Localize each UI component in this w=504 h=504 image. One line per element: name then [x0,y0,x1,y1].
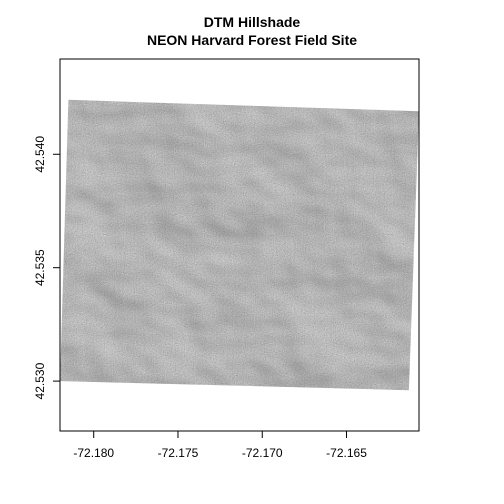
x-tick-label: -72.175 [158,446,199,460]
x-tick-label: -72.170 [242,446,283,460]
raster-layer [60,99,419,391]
x-axis: -72.180 -72.175 -72.170 -72.165 [73,430,367,460]
chart-title: DTM Hillshade [204,14,301,30]
y-tick-label: 42.540 [33,136,47,173]
y-axis: 42.530 42.535 42.540 [33,136,61,399]
hillshade-raster [60,99,419,391]
chart-subtitle: NEON Harvard Forest Field Site [147,32,357,48]
y-tick-label: 42.530 [33,362,47,399]
y-tick-label: 42.535 [33,249,47,286]
x-tick-label: -72.165 [326,446,367,460]
x-tick-label: -72.180 [73,446,114,460]
